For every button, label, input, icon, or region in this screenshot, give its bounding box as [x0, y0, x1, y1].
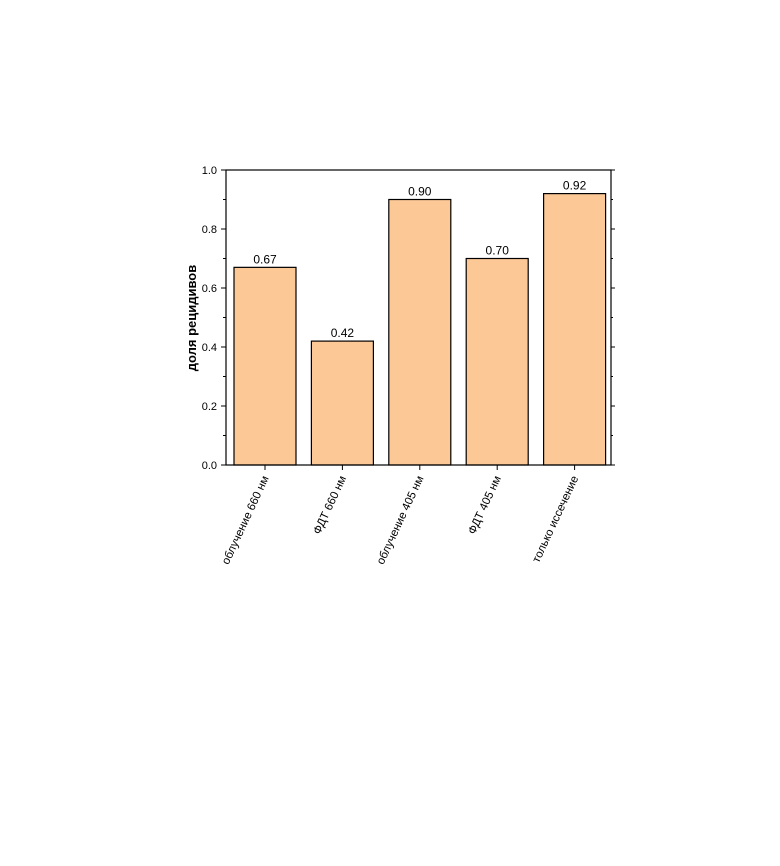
y-tick-label-2: 0.2	[202, 401, 217, 413]
bar-1	[234, 267, 296, 465]
data-label-3: 0.90	[408, 185, 432, 199]
y-tick-label-3: 0.4	[202, 342, 217, 354]
bar-3	[389, 200, 451, 466]
y-tick-label-1: 0.0	[202, 460, 217, 472]
y-axis-title: доля рецидивов	[184, 265, 199, 371]
data-label-2: 0.42	[331, 326, 355, 340]
data-label-5: 0.92	[563, 179, 587, 193]
bar-5	[544, 194, 606, 465]
bar-2	[311, 341, 373, 465]
data-label-4: 0.70	[486, 244, 510, 258]
y-tick-label-6: 1.0	[202, 165, 217, 177]
y-tick-label-5: 0.8	[202, 224, 217, 236]
bar-4	[466, 259, 528, 466]
data-label-1: 0.67	[253, 252, 277, 266]
y-tick-label-4: 0.6	[202, 283, 217, 295]
